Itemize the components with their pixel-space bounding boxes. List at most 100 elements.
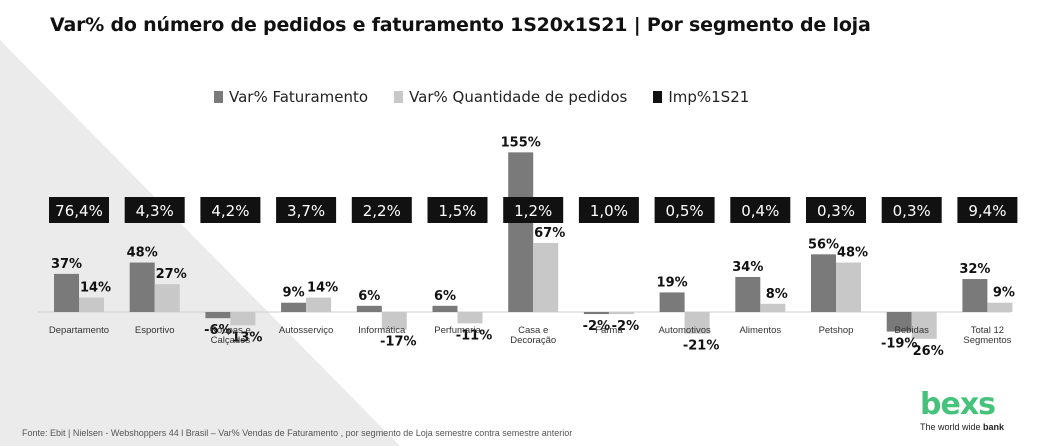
value-label-pedidos: -2%	[612, 319, 639, 334]
value-label-pedidos: 67%	[534, 226, 565, 241]
imp-box	[124, 197, 185, 223]
value-label-pedidos: -21%	[683, 339, 720, 354]
bar-faturamento	[886, 312, 912, 332]
value-label-faturamento: 34%	[732, 260, 763, 275]
bar-faturamento	[432, 305, 458, 312]
imp-box	[806, 197, 866, 223]
imp-label: 2,2%	[363, 202, 401, 220]
legend-item-faturamento: Var% Faturamento	[214, 88, 368, 106]
imp-label: 4,2%	[211, 202, 249, 220]
category-label: Alimentos	[739, 325, 781, 336]
value-label-faturamento: 48%	[127, 246, 158, 261]
bar-faturamento	[962, 279, 988, 312]
value-label-faturamento: 155%	[501, 135, 541, 150]
value-label-faturamento: -2%	[583, 319, 610, 334]
imp-box	[578, 197, 639, 223]
bar-faturamento	[659, 292, 685, 312]
bar-pedidos	[154, 284, 180, 312]
value-label-faturamento: 9%	[283, 286, 305, 301]
bar-pedidos	[987, 302, 1013, 312]
bar-faturamento	[811, 254, 836, 312]
value-label-faturamento: -19%	[881, 337, 918, 352]
imp-box	[957, 197, 1018, 223]
tagline-prefix: The world wide	[920, 422, 984, 432]
value-label-pedidos: 13%	[231, 330, 262, 345]
bar-faturamento	[54, 273, 79, 312]
value-label-faturamento: -6%	[204, 323, 231, 338]
legend-swatch-faturamento	[214, 91, 223, 103]
bar-faturamento	[583, 312, 609, 315]
imp-box	[200, 197, 261, 223]
value-label-pedidos: -11%	[456, 328, 493, 343]
legend-label-pedidos: Var% Quantidade de pedidos	[409, 88, 628, 106]
imp-box	[276, 197, 337, 223]
bar-faturamento	[129, 262, 155, 312]
value-label-pedidos: 14%	[80, 281, 111, 296]
category-label: Segmentos	[963, 335, 1011, 346]
page-title: Var% do número de pedidos e faturamento …	[50, 14, 871, 36]
bar-pedidos	[608, 312, 634, 315]
bar-pedidos	[457, 312, 483, 324]
imp-box	[427, 197, 488, 223]
category-label: Perfumaria	[434, 325, 481, 336]
category-label: Petshop	[819, 325, 854, 336]
bar-faturamento	[281, 302, 307, 312]
imp-box	[49, 197, 109, 223]
legend-swatch-imp	[653, 91, 663, 103]
value-label-faturamento: 6%	[358, 289, 380, 304]
category-label: Casa e	[518, 325, 548, 336]
bar-pedidos	[79, 297, 104, 312]
category-label: Departamento	[49, 325, 109, 336]
bar-pedidos	[760, 303, 786, 312]
imp-label: 1,0%	[590, 202, 628, 220]
bar-faturamento	[508, 152, 534, 312]
bar-pedidos	[911, 312, 937, 339]
bar-pedidos	[230, 312, 256, 326]
value-label-faturamento: 37%	[51, 257, 82, 272]
category-label: Informática	[358, 325, 406, 336]
bexs-logo: bexs The world wide bank	[920, 387, 1005, 433]
value-label-faturamento: 32%	[959, 262, 990, 277]
category-label: Total 12	[971, 325, 1004, 336]
legend-label-faturamento: Var% Faturamento	[229, 88, 369, 106]
legend-item-imp: Imp%1S21	[653, 88, 749, 106]
category-label: Automotivos	[658, 325, 711, 336]
imp-box	[654, 197, 715, 223]
category-label: Autosserviço	[279, 325, 333, 336]
value-label-pedidos: 14%	[307, 281, 338, 296]
chart-legend: Var% Faturamento Var% Quantidade de pedi…	[214, 88, 749, 106]
logo-wordmark: bexs	[920, 387, 996, 422]
category-label: Calçados	[211, 335, 251, 346]
source-note: Fonte: Ebit | Nielsen - Webshoppers 44 l…	[22, 428, 573, 438]
imp-box	[351, 197, 412, 223]
value-label-faturamento: 19%	[657, 275, 688, 290]
category-label: Esportivo	[135, 325, 175, 336]
imp-label: 1,2%	[514, 202, 552, 220]
imp-label: 0,3%	[893, 202, 931, 220]
value-label-faturamento: 56%	[808, 237, 839, 252]
value-label-pedidos: 48%	[837, 246, 868, 261]
value-label-pedidos: -17%	[380, 335, 417, 350]
category-label: Bebidas	[895, 325, 930, 336]
imp-label: 0,3%	[817, 202, 855, 220]
imp-box	[730, 197, 791, 223]
tagline-bold: bank	[983, 422, 1005, 432]
category-label: Roupas e	[210, 325, 251, 336]
category-label: Decoração	[510, 335, 556, 346]
imp-label: 3,7%	[287, 202, 325, 220]
value-label-pedidos: 27%	[156, 267, 187, 282]
imp-label: 4,3%	[136, 202, 174, 220]
legend-label-imp: Imp%1S21	[668, 88, 750, 106]
bar-faturamento	[205, 312, 231, 319]
bar-pedidos	[533, 242, 559, 312]
value-label-pedidos: 26%	[913, 344, 944, 359]
legend-swatch-pedidos	[394, 91, 404, 103]
imp-box	[881, 197, 942, 223]
category-label: Farma	[595, 325, 623, 336]
bar-pedidos	[836, 262, 861, 312]
imp-label: 1,5%	[438, 202, 476, 220]
bar-pedidos	[381, 312, 407, 330]
value-label-faturamento: 6%	[434, 289, 456, 304]
